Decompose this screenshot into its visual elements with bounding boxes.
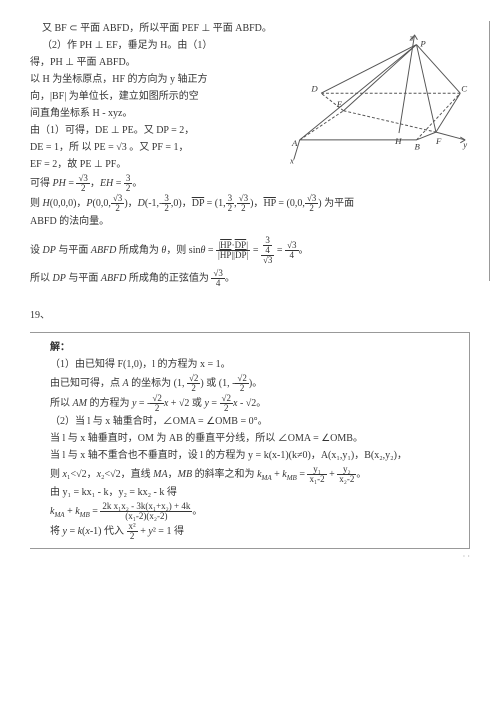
svg-text:y: y xyxy=(462,140,467,150)
footer-note: · · xyxy=(30,551,470,564)
text-line: 所以 DP 与平面 ABFD 所成角的正弦值为 √34。 xyxy=(30,269,470,288)
text-line: （2）当 l 与 x 轴重合时，∠OMA = ∠OMB = 0°。 xyxy=(50,414,461,430)
svg-text:B: B xyxy=(415,142,421,152)
text-line: 由已知可得，点 A 的坐标为 (1, √22) 或 (1, -√22)。 xyxy=(50,374,461,393)
text-line: 当 l 与 x 轴垂直时，OM 为 AB 的垂直平分线，所以 ∠OMA = ∠O… xyxy=(50,431,461,447)
page: A B F H E D C P z y x 又 BF ⊂ 平面 ABFD，所以平… xyxy=(30,21,470,564)
text-line: 则 H(0,0,0)，P(0,0,√32)，D(-1,-32,0)，DP = (… xyxy=(30,194,470,213)
text-line: kMA + kMB = 2k x₁x₂ - 3k(x₁+x₂) + 4k(x₁-… xyxy=(50,502,461,521)
svg-text:F: F xyxy=(435,136,442,146)
text-line: （1）由已知得 F(1,0)，l 的方程为 x = 1。 xyxy=(50,357,461,373)
geometry-figure: A B F H E D C P z y x xyxy=(290,31,470,171)
svg-text:C: C xyxy=(461,83,467,93)
svg-text:P: P xyxy=(419,39,426,49)
svg-text:A: A xyxy=(291,138,298,148)
svg-text:z: z xyxy=(409,33,414,43)
text-line: 由 y₁ = kx₁ - k，y₂ = kx₂ - k 得 xyxy=(50,485,461,501)
text-line: 当 l 与 x 轴不重合也不垂直时，设 l 的方程为 y = k(x-1)(k≠… xyxy=(50,448,461,464)
text-line: ABFD 的法向量。 xyxy=(30,214,470,230)
text-line: 所以 AM 的方程为 y = -√22x + √2 或 y = √22x - √… xyxy=(50,394,461,413)
text-line: 设 DP 与平面 ABFD 所成角为 θ，则 sinθ = |HP·DP||HP… xyxy=(30,236,470,265)
text-line: 则 x₁<√2，x₂<√2，直线 MA，MB 的斜率之和为 kMA + kMB … xyxy=(50,465,461,484)
problem-number: 19、 xyxy=(30,308,470,324)
svg-text:D: D xyxy=(310,83,318,93)
text-line: 可得 PH = √32，EH = 32。 xyxy=(30,174,470,193)
problem-19-solution: 解： （1）由已知得 F(1,0)，l 的方程为 x = 1。 由已知可得，点 … xyxy=(30,332,470,549)
svg-text:E: E xyxy=(336,99,343,109)
text-line: 将 y = k(x-1) 代入 x²2 + y² = 1 得 xyxy=(50,522,461,541)
svg-text:H: H xyxy=(394,136,402,146)
solution-heading: 解： xyxy=(50,340,461,356)
right-margin-line xyxy=(488,21,490,281)
svg-text:x: x xyxy=(290,155,294,165)
